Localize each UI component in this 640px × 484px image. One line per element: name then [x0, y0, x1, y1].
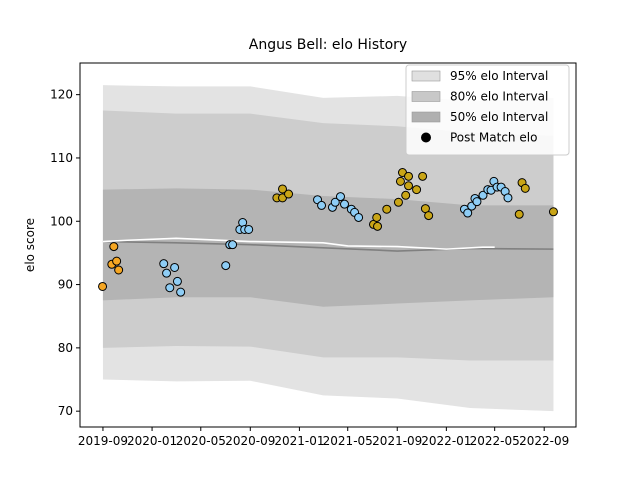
data-point [418, 171, 428, 181]
data-point [404, 181, 414, 191]
data-point [165, 283, 175, 293]
data-point [112, 256, 122, 266]
data-point [98, 281, 108, 291]
data-point [401, 190, 411, 200]
data-point [393, 197, 403, 207]
data-point [317, 200, 327, 210]
x-tick-label: 2021-09 [372, 434, 422, 448]
data-point [170, 262, 180, 272]
legend-box [405, 64, 570, 156]
data-point [228, 240, 238, 250]
legend-label: 95% elo Interval [450, 69, 548, 83]
legend-swatch [411, 111, 441, 123]
data-point [412, 185, 422, 195]
data-point [395, 176, 405, 186]
legend-swatch [411, 91, 441, 102]
data-point [278, 184, 288, 194]
data-point [162, 268, 172, 278]
data-point [335, 192, 345, 202]
plot-area [98, 85, 558, 412]
data-point [109, 242, 119, 252]
data-point [382, 204, 392, 214]
chart-title: Angus Bell: elo History [249, 37, 407, 53]
y-tick-label: 80 [58, 341, 73, 355]
data-point [503, 193, 513, 203]
data-point [244, 224, 254, 234]
data-point [478, 190, 488, 200]
x-tick-label: 2020-01 [127, 434, 177, 448]
legend-label: Post Match elo [450, 131, 537, 145]
data-point [372, 212, 382, 222]
legend-swatch [411, 70, 441, 82]
x-tick-label: 2022-01 [421, 434, 471, 448]
data-point [221, 261, 231, 271]
y-tick-label: 100 [50, 214, 73, 228]
x-tick-label: 2019-09 [78, 434, 128, 448]
x-tick-label: 2022-09 [519, 434, 569, 448]
data-point [404, 171, 414, 181]
x-tick-label: 2021-01 [274, 434, 324, 448]
x-tick-label: 2020-05 [176, 434, 226, 448]
data-point [176, 287, 186, 297]
data-point [114, 265, 124, 275]
data-point [514, 209, 524, 219]
data-point [463, 208, 473, 218]
data-point [520, 183, 530, 193]
y-tick-label: 90 [58, 278, 73, 292]
x-tick-label: 2021-05 [323, 434, 373, 448]
data-point [172, 276, 182, 286]
x-tick-label: 2020-09 [225, 434, 275, 448]
y-axis-label: elo score [23, 218, 37, 272]
data-point [330, 197, 340, 207]
legend-label: 80% elo Interval [450, 90, 548, 104]
data-point [159, 259, 169, 269]
y-tick-label: 70 [58, 404, 73, 418]
data-point [472, 197, 482, 207]
data-point [548, 207, 558, 217]
data-point [373, 221, 383, 231]
x-tick-label: 2022-05 [470, 434, 520, 448]
legend-label: 50% elo Interval [450, 110, 548, 124]
data-point [284, 189, 294, 199]
legend-marker [421, 132, 431, 143]
y-tick-label: 120 [50, 88, 73, 102]
axes-frame [79, 62, 577, 428]
y-tick-label: 110 [50, 151, 73, 165]
data-point [340, 199, 350, 209]
data-point [424, 211, 434, 221]
data-point [354, 212, 364, 222]
line [102, 237, 495, 250]
